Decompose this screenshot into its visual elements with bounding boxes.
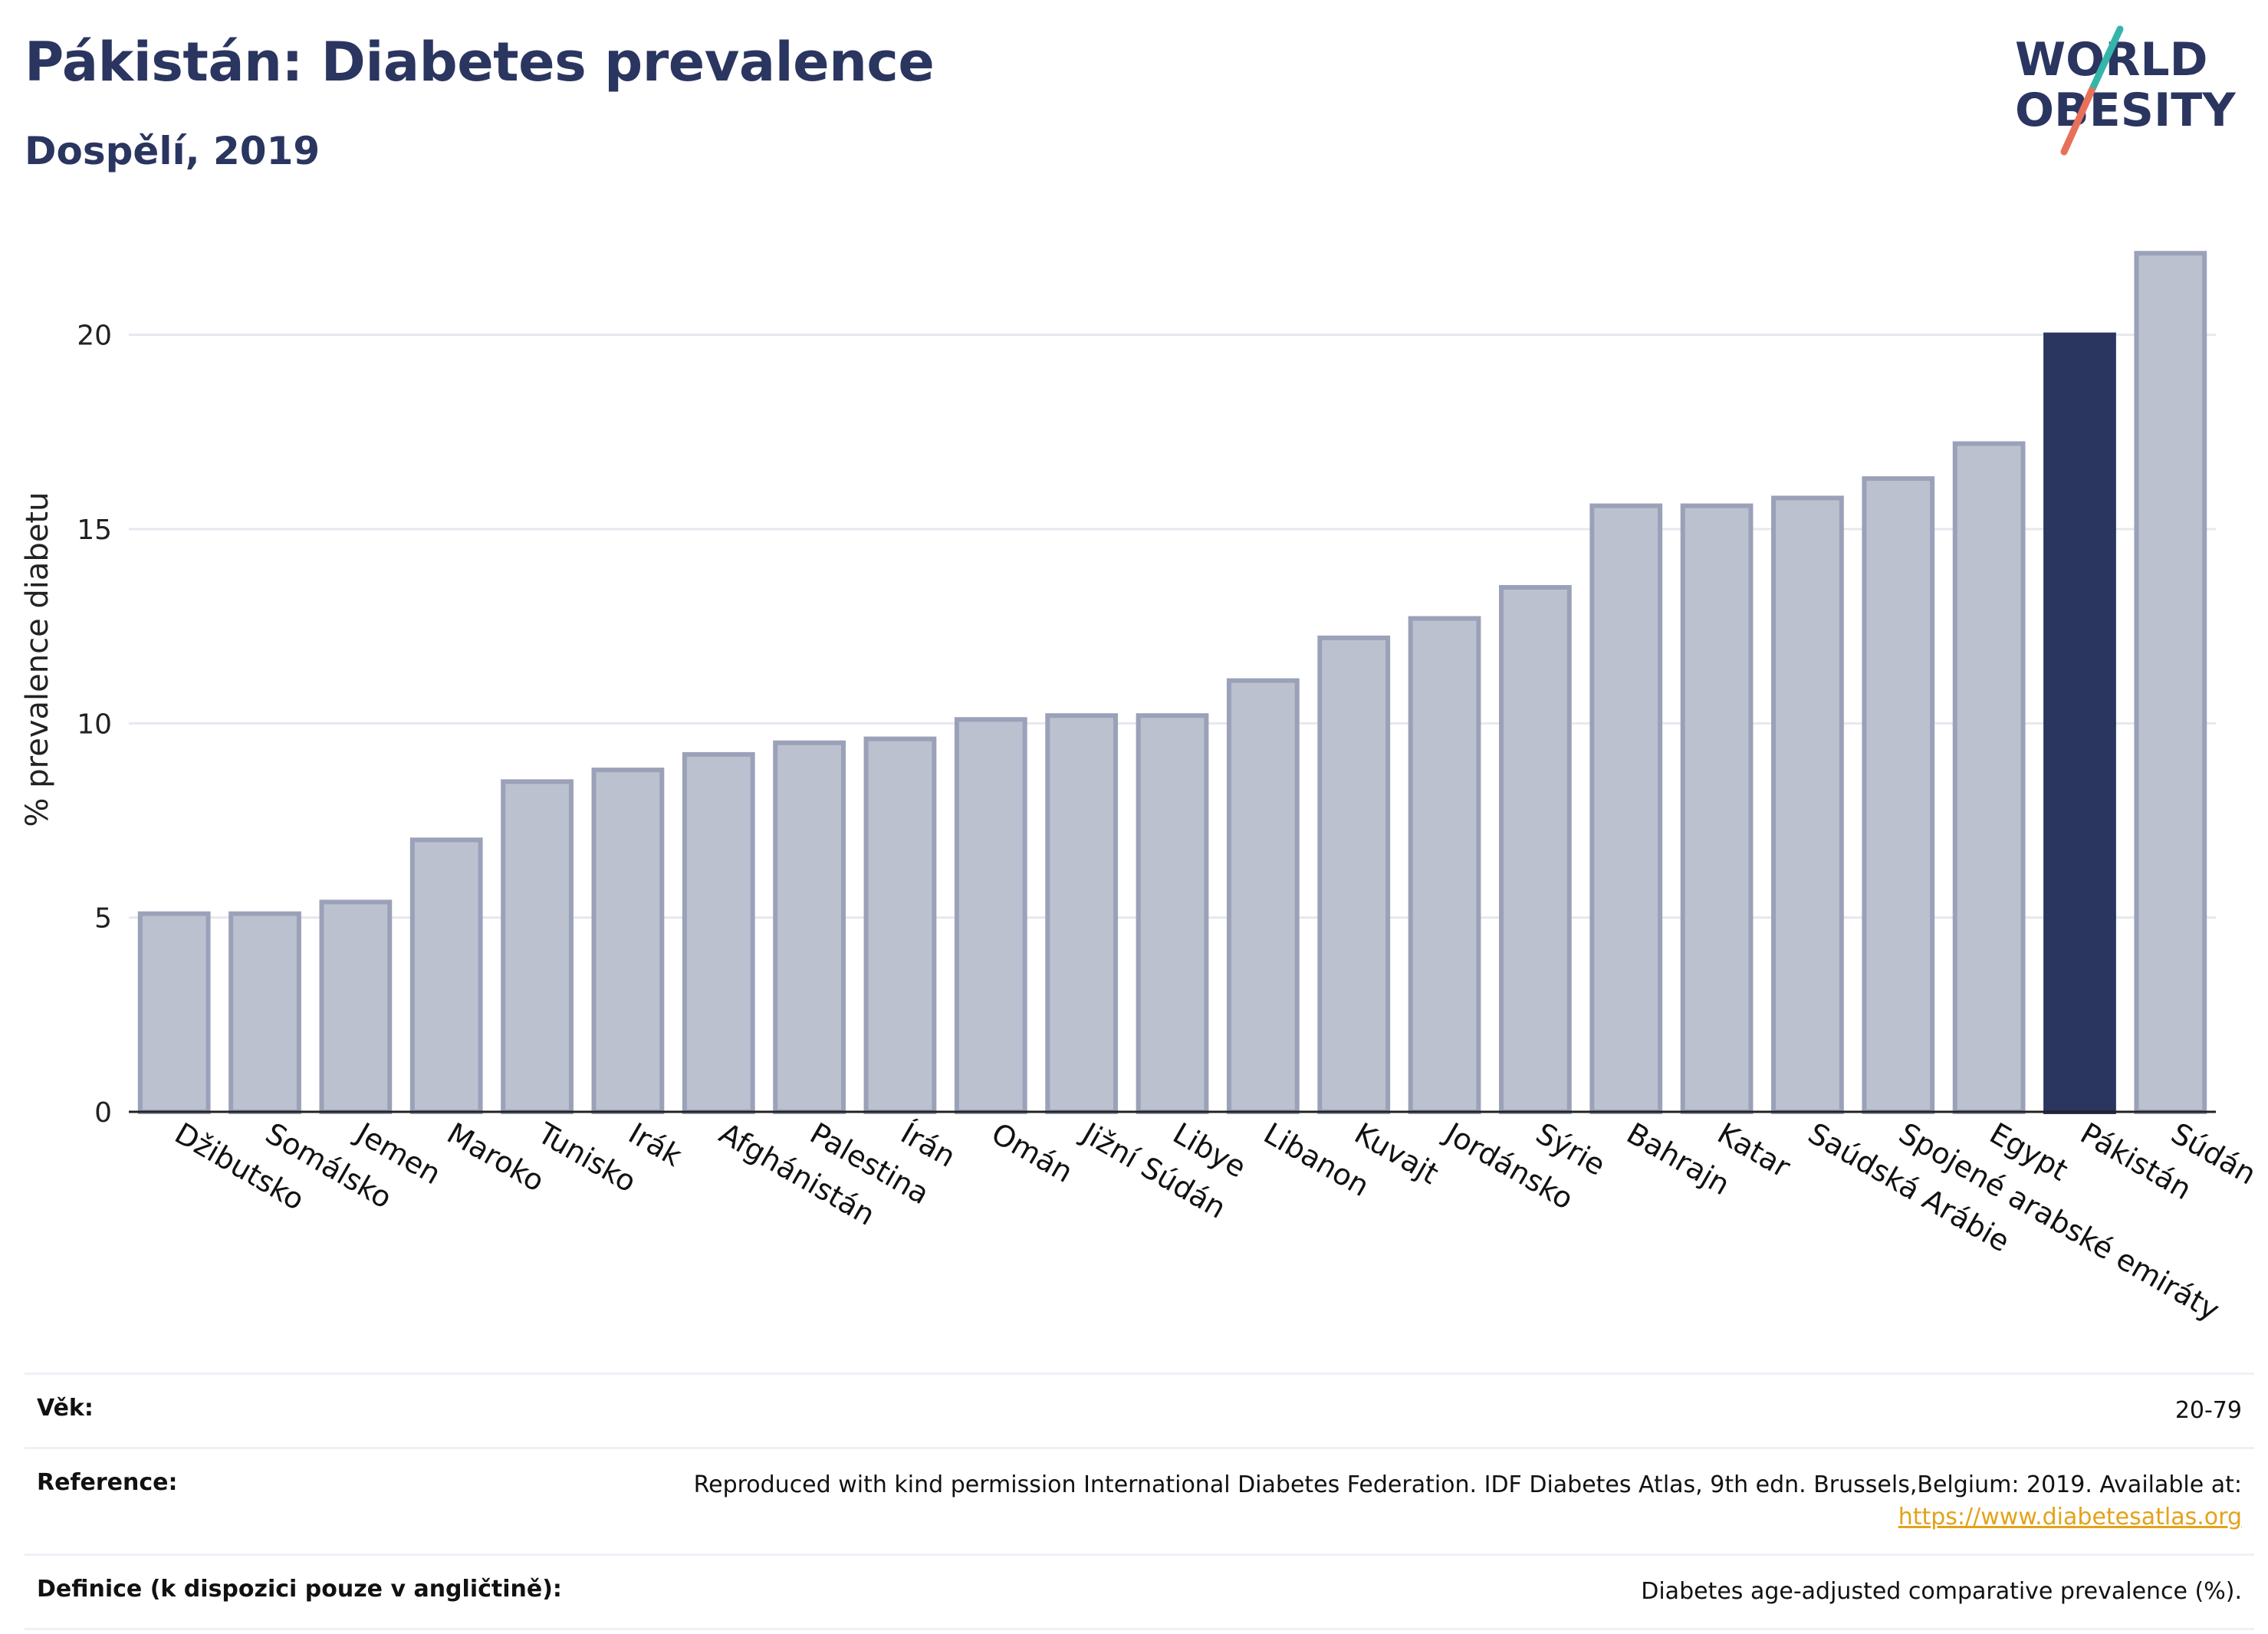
y-axis-ticks: 0 5 10 15 20 <box>77 321 112 1129</box>
bar <box>1771 495 1844 1114</box>
age-label: Věk: <box>37 1395 94 1422</box>
bar <box>1226 678 1300 1114</box>
bar <box>1136 713 1209 1114</box>
x-tick-label: Omán <box>986 1116 1079 1189</box>
info-row-age: Věk: 20-79 <box>25 1373 2254 1447</box>
logo-slash-coral <box>2060 87 2095 156</box>
logo-word-obesity: OBESITY <box>2015 84 2237 137</box>
bar <box>682 751 755 1114</box>
chart-subtitle: Dospělí, 2019 <box>25 129 320 173</box>
bar <box>319 899 393 1115</box>
logo-slash-teal <box>2088 25 2124 94</box>
bar <box>409 837 483 1115</box>
definition-value: Diabetes age-adjusted comparative preval… <box>1641 1578 2242 1605</box>
reference-value: Reproduced with kind permission Internat… <box>694 1469 2242 1534</box>
bar <box>1862 476 1935 1114</box>
bar <box>501 779 574 1114</box>
bar <box>1499 585 1572 1114</box>
bar <box>863 736 937 1114</box>
bar <box>2043 332 2116 1114</box>
bar <box>954 717 1027 1114</box>
reference-label: Reference: <box>37 1469 178 1496</box>
y-tick-label: 10 <box>77 709 112 740</box>
y-tick-label: 15 <box>77 515 112 546</box>
x-tick-label: Maroko <box>442 1116 551 1198</box>
bar <box>2134 251 2207 1114</box>
info-row-definition: Definice (k dispozici pouze v angličtině… <box>25 1553 2254 1630</box>
reference-text: Reproduced with kind permission Internat… <box>693 1471 2242 1498</box>
bar <box>1680 503 1754 1114</box>
bar <box>773 740 846 1115</box>
bar <box>1952 441 2026 1114</box>
y-tick-label: 20 <box>77 321 112 352</box>
chart-title: Pákistán: Diabetes prevalence <box>25 31 935 94</box>
y-tick-label: 5 <box>94 903 112 935</box>
bar <box>228 911 301 1114</box>
x-tick-label: Tunisko <box>531 1116 642 1199</box>
bar <box>1408 616 1481 1114</box>
bar <box>1589 503 1663 1114</box>
bar <box>1045 713 1119 1114</box>
y-axis-label: % prevalence diabetu <box>20 492 55 827</box>
bar <box>591 768 665 1115</box>
bar <box>137 911 211 1114</box>
reference-link[interactable]: https://www.diabetesatlas.org <box>1898 1504 2242 1530</box>
bar <box>1317 635 1391 1114</box>
info-row-reference: Reference: Reproduced with kind permissi… <box>25 1447 2254 1553</box>
x-tick-label: Bahrajn <box>1621 1116 1735 1202</box>
y-tick-label: 0 <box>94 1097 112 1129</box>
age-value: 20-79 <box>2174 1397 2242 1424</box>
definition-label: Definice (k dispozici pouze v angličtině… <box>37 1576 562 1603</box>
info-table: Věk: 20-79 Reference: Reproduced with ki… <box>25 1373 2254 1630</box>
bar-chart: 0 5 10 15 20 DžibutskoSomálskoJemenMarokoTun… <box>20 251 2262 1327</box>
world-obesity-logo: WORLD OBESITY <box>2015 25 2237 156</box>
bars <box>137 251 2207 1115</box>
